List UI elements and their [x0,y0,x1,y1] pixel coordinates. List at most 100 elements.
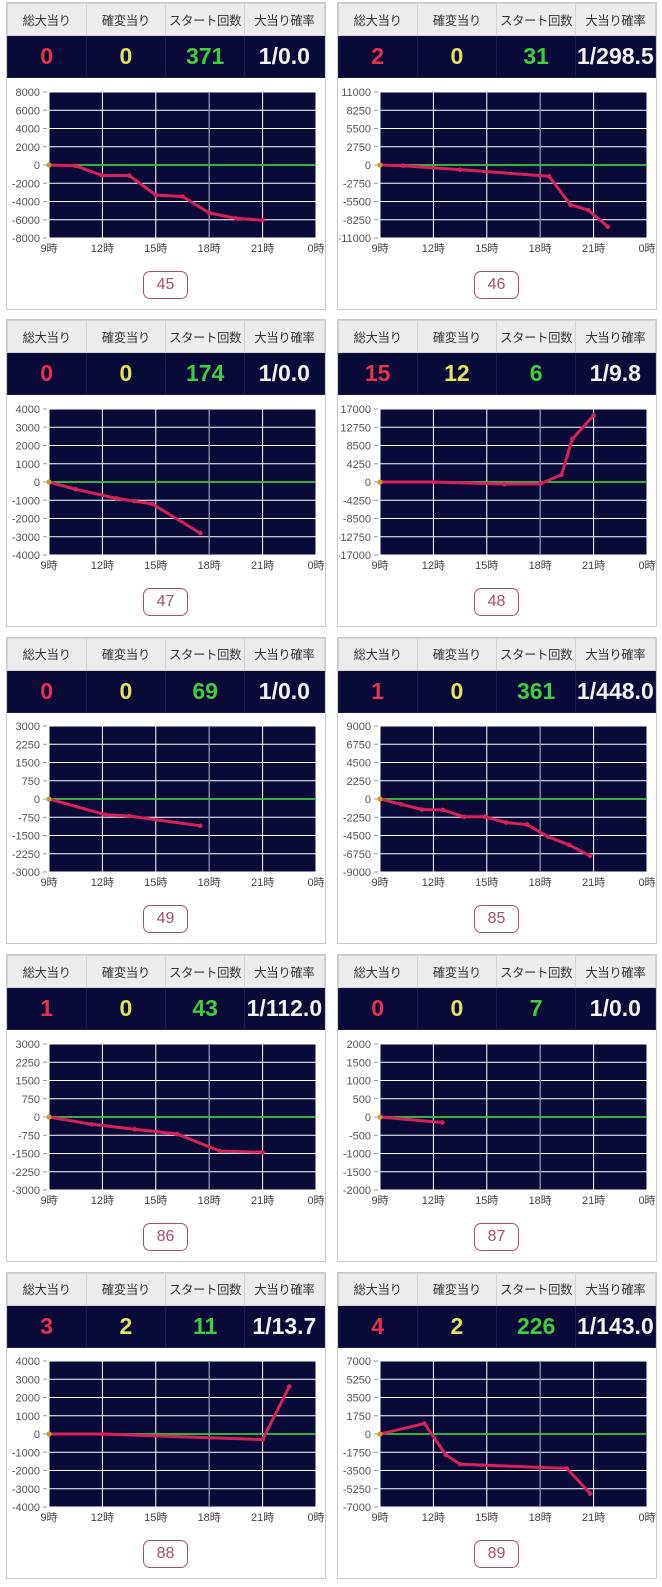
svg-text:1000: 1000 [346,1075,370,1087]
svg-text:18時: 18時 [197,1194,220,1207]
svg-text:3000: 3000 [15,1374,39,1386]
svg-text:0時: 0時 [638,1194,655,1207]
svg-text:12時: 12時 [421,559,444,572]
svg-text:-2000: -2000 [342,1185,370,1197]
svg-text:3500: 3500 [346,1393,370,1405]
svg-text:18時: 18時 [197,876,220,889]
svg-text:4000: 4000 [15,1356,39,1368]
svg-text:15時: 15時 [144,559,167,572]
svg-text:21時: 21時 [250,876,273,889]
svg-text:3000: 3000 [15,422,39,434]
svg-text:4500: 4500 [346,758,370,770]
svg-text:-8250: -8250 [342,214,370,226]
svg-text:11000: 11000 [341,87,371,99]
svg-text:9時: 9時 [40,242,57,255]
svg-text:15時: 15時 [144,242,167,255]
svg-text:12時: 12時 [90,876,113,889]
svg-text:-4000: -4000 [11,550,39,562]
svg-text:-11000: -11000 [339,233,371,245]
svg-text:-8000: -8000 [11,233,39,245]
svg-text:2000: 2000 [15,141,39,153]
svg-text:-2000: -2000 [11,1466,39,1478]
svg-text:-4000: -4000 [11,196,39,208]
svg-text:-2750: -2750 [342,178,370,190]
svg-text:-2000: -2000 [11,178,39,190]
svg-text:-3000: -3000 [11,867,39,879]
svg-text:9時: 9時 [371,242,388,255]
svg-text:-6000: -6000 [11,214,39,226]
svg-text:-2250: -2250 [11,849,39,861]
svg-text:500: 500 [352,1093,370,1105]
svg-text:9時: 9時 [371,1194,388,1207]
svg-text:12時: 12時 [421,242,444,255]
svg-text:-7000: -7000 [342,1502,370,1514]
svg-text:15時: 15時 [144,876,167,889]
svg-text:15時: 15時 [475,1511,498,1524]
svg-text:-500: -500 [348,1130,370,1142]
svg-text:-5250: -5250 [342,1484,370,1496]
svg-text:4000: 4000 [15,404,39,416]
svg-text:4000: 4000 [15,123,39,135]
svg-text:0: 0 [33,477,39,489]
svg-text:-1500: -1500 [11,831,39,843]
svg-text:9時: 9時 [40,1511,57,1524]
svg-text:3000: 3000 [15,1039,39,1051]
svg-text:18時: 18時 [197,242,220,255]
svg-text:2000: 2000 [15,440,39,452]
svg-text:5500: 5500 [346,123,370,135]
svg-text:0時: 0時 [638,1511,655,1524]
svg-text:1500: 1500 [15,758,39,770]
svg-text:12時: 12時 [90,559,113,572]
svg-text:-9000: -9000 [342,867,370,879]
svg-text:2750: 2750 [346,141,370,153]
svg-text:-1500: -1500 [11,1148,39,1160]
svg-text:-3000: -3000 [11,1185,39,1197]
svg-text:0: 0 [364,794,370,806]
svg-text:9時: 9時 [371,1511,388,1524]
svg-text:0時: 0時 [638,242,655,255]
svg-text:12時: 12時 [421,1194,444,1207]
svg-text:0: 0 [33,1112,39,1124]
svg-text:0: 0 [33,160,39,172]
svg-text:2000: 2000 [346,1039,370,1051]
svg-text:21時: 21時 [250,242,273,255]
svg-text:18時: 18時 [528,1194,551,1207]
svg-text:-3000: -3000 [11,1484,39,1496]
svg-text:15時: 15時 [475,559,498,572]
svg-text:1500: 1500 [15,1075,39,1087]
svg-text:0時: 0時 [307,559,324,572]
svg-text:6000: 6000 [15,105,39,117]
svg-text:9時: 9時 [40,1194,57,1207]
svg-text:9時: 9時 [40,559,57,572]
svg-text:4250: 4250 [346,459,370,471]
svg-text:12時: 12時 [90,1511,113,1524]
svg-text:0: 0 [33,794,39,806]
svg-text:-2250: -2250 [342,813,370,825]
svg-text:18時: 18時 [197,1511,220,1524]
svg-text:8500: 8500 [346,440,370,452]
svg-text:9時: 9時 [40,876,57,889]
svg-text:0: 0 [364,477,370,489]
svg-text:0時: 0時 [307,1511,324,1524]
svg-text:15時: 15時 [144,1511,167,1524]
svg-text:0時: 0時 [307,1194,324,1207]
svg-text:21時: 21時 [581,1511,604,1524]
svg-text:-6750: -6750 [342,849,370,861]
svg-text:9時: 9時 [371,876,388,889]
svg-text:0時: 0時 [638,559,655,572]
svg-text:-3500: -3500 [342,1466,370,1478]
svg-text:18時: 18時 [528,559,551,572]
svg-text:-3000: -3000 [11,532,39,544]
svg-text:18時: 18時 [528,1511,551,1524]
svg-text:2250: 2250 [15,1057,39,1069]
svg-text:-4250: -4250 [342,495,370,507]
svg-text:1750: 1750 [346,1411,370,1423]
svg-text:750: 750 [21,776,39,788]
svg-text:18時: 18時 [528,876,551,889]
svg-text:15時: 15時 [144,1194,167,1207]
svg-text:-1000: -1000 [11,1447,39,1459]
svg-text:6750: 6750 [346,740,370,752]
svg-text:21時: 21時 [581,1194,604,1207]
svg-text:8250: 8250 [346,105,370,117]
svg-text:8000: 8000 [15,87,39,99]
